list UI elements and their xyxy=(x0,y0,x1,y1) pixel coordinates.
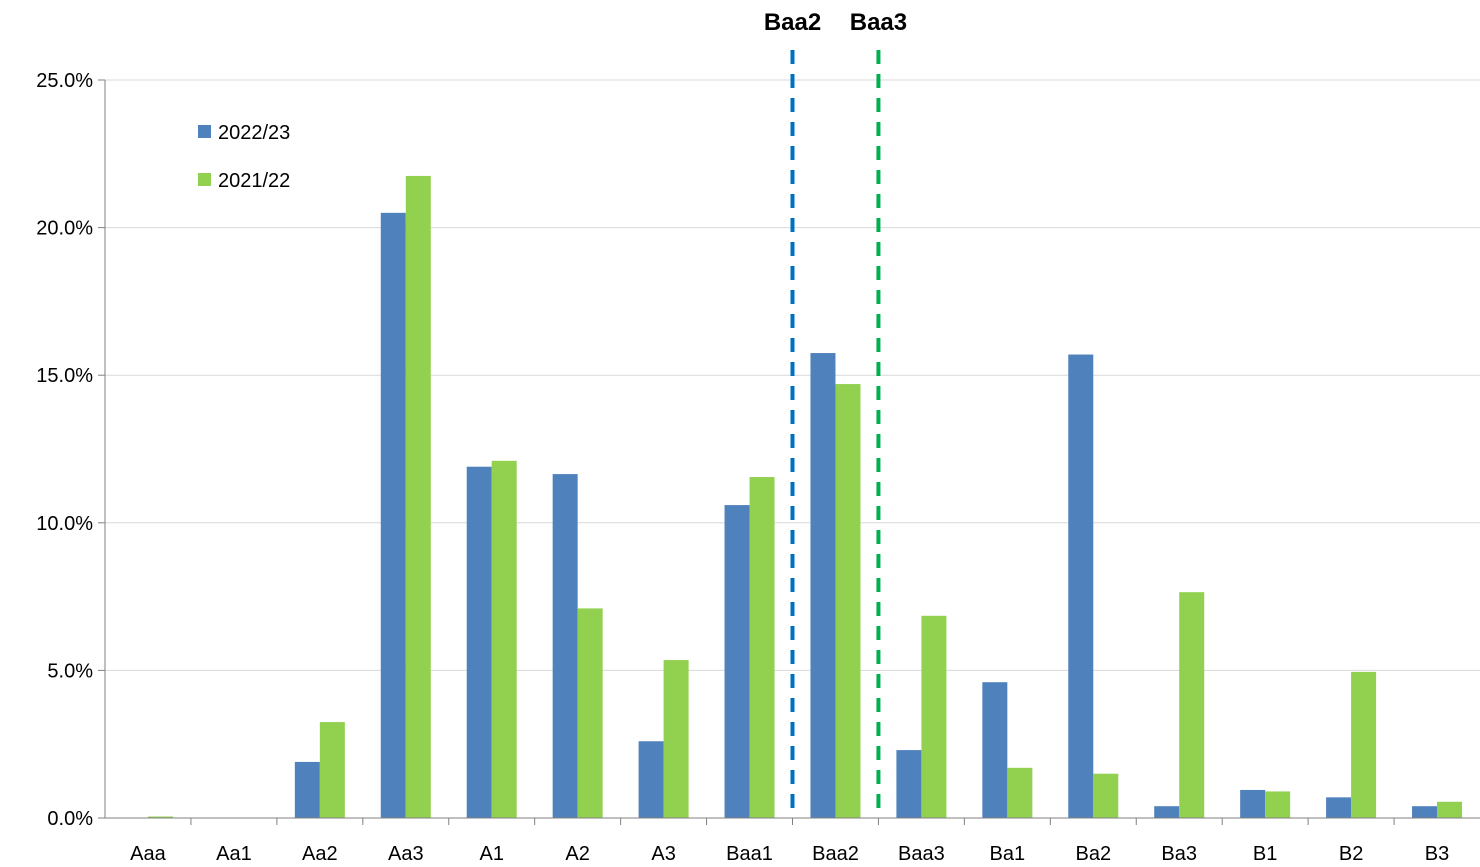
x-tick-label: Ba1 xyxy=(990,843,1026,865)
x-tick-label: A2 xyxy=(565,843,589,865)
x-tick-label: B2 xyxy=(1339,843,1363,865)
legend: 2022/23 2021/22 xyxy=(198,122,290,192)
x-tick-label: Aa1 xyxy=(216,843,252,865)
bar-2021-22-aa2 xyxy=(319,722,345,818)
bar-2021-22-ba2 xyxy=(1093,773,1119,818)
reference-lines: Baa2 Baa3 xyxy=(764,9,907,818)
bar-2021-22-a3 xyxy=(663,660,689,818)
bar-2022-23-b3 xyxy=(1412,806,1438,818)
x-tick-label: Baa2 xyxy=(812,843,859,865)
x-tick-label: Aa3 xyxy=(388,843,424,865)
x-tick-label: Aaa xyxy=(130,843,166,865)
bar-2021-22-a2 xyxy=(577,608,603,818)
reference-label-baa2: Baa2 xyxy=(764,9,821,36)
bars xyxy=(147,175,1463,819)
bar-2021-22-ba3 xyxy=(1179,592,1205,818)
bar-2021-22-b1 xyxy=(1265,791,1291,818)
axes: 0.0% 5.0% 10.0% 15.0% 20.0% 25.0% Aaa Aa1 Aa2 Aa3… xyxy=(36,70,1480,865)
bar-2022-23-ba2 xyxy=(1068,354,1094,818)
bar-2022-23-aa2 xyxy=(294,761,320,818)
bar-2022-23-b1 xyxy=(1240,789,1266,818)
bar-2022-23-ba3 xyxy=(1154,806,1180,818)
bar-2022-23-baa1 xyxy=(724,505,750,818)
bar-2021-22-baa2 xyxy=(835,384,861,818)
y-tick-label: 25.0% xyxy=(36,70,93,92)
bar-2021-22-b3 xyxy=(1437,801,1463,818)
x-tick-label: Baa1 xyxy=(726,843,773,865)
bar-2022-23-a1 xyxy=(466,466,492,818)
bar-2021-22-ba1 xyxy=(1007,767,1033,818)
bar-2022-23-b2 xyxy=(1326,797,1352,818)
legend-swatch xyxy=(198,125,211,138)
bar-2022-23-ba1 xyxy=(982,682,1008,818)
bar-2022-23-a3 xyxy=(638,741,664,818)
bar-2022-23-aa3 xyxy=(380,212,406,819)
bar-2022-23-a2 xyxy=(552,474,578,818)
bar-2022-23-baa3 xyxy=(896,750,922,818)
bar-2021-22-aaa xyxy=(147,816,173,818)
x-tick-label: Aa2 xyxy=(302,843,338,865)
bar-2021-22-a1 xyxy=(491,460,517,818)
y-tick-label: 20.0% xyxy=(36,218,93,240)
y-tick-label: 0.0% xyxy=(47,808,93,830)
y-tick-label: 10.0% xyxy=(36,513,93,535)
x-tick-label: B3 xyxy=(1425,843,1449,865)
bar-2021-22-b2 xyxy=(1351,671,1377,818)
y-tick-label: 5.0% xyxy=(47,660,93,682)
bar-2022-23-baa2 xyxy=(810,353,836,818)
reference-label-baa3: Baa3 xyxy=(850,9,907,36)
bar-2021-22-baa3 xyxy=(921,615,947,818)
x-tick-label: Ba3 xyxy=(1161,843,1197,865)
legend-label: 2021/22 xyxy=(218,170,290,192)
legend-label: 2022/23 xyxy=(218,122,290,144)
bar-2021-22-baa1 xyxy=(749,477,775,818)
x-tick-label: B1 xyxy=(1253,843,1277,865)
x-tick-label: A3 xyxy=(651,843,675,865)
bar-2021-22-aa3 xyxy=(405,175,431,818)
x-tick-label: Ba2 xyxy=(1075,843,1111,865)
x-tick-label: Baa3 xyxy=(898,843,945,865)
legend-swatch xyxy=(198,173,211,186)
y-tick-label: 15.0% xyxy=(36,365,93,387)
x-tick-label: A1 xyxy=(479,843,503,865)
